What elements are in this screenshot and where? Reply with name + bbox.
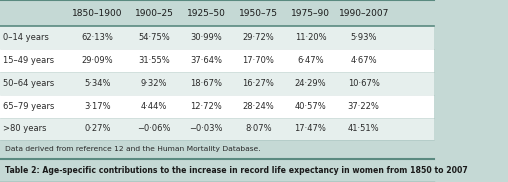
Text: 1925–50: 1925–50 <box>187 9 226 18</box>
Bar <box>0 26 434 49</box>
Text: 0·27%: 0·27% <box>84 124 111 133</box>
Text: 4·67%: 4·67% <box>351 56 377 65</box>
Bar <box>0 49 434 72</box>
Text: 18·67%: 18·67% <box>190 79 223 88</box>
Text: Table 2: Age-specific contributions to the increase in record life expectancy in: Table 2: Age-specific contributions to t… <box>5 166 468 175</box>
Text: 9·32%: 9·32% <box>141 79 168 88</box>
Bar <box>0 72 434 95</box>
Text: 10·67%: 10·67% <box>348 79 379 88</box>
Text: 17·47%: 17·47% <box>295 124 327 133</box>
Text: 30·99%: 30·99% <box>190 33 222 42</box>
Text: 6·47%: 6·47% <box>297 56 324 65</box>
Text: 41·51%: 41·51% <box>348 124 379 133</box>
Text: 1975–90: 1975–90 <box>291 9 330 18</box>
Text: 1850–1900: 1850–1900 <box>73 9 123 18</box>
Text: 5·34%: 5·34% <box>84 79 111 88</box>
Text: 29·09%: 29·09% <box>82 56 113 65</box>
Text: 16·27%: 16·27% <box>242 79 274 88</box>
Text: >80 years: >80 years <box>3 124 46 133</box>
Text: 24·29%: 24·29% <box>295 79 326 88</box>
Text: 0–14 years: 0–14 years <box>3 33 48 42</box>
Text: 4·44%: 4·44% <box>141 102 167 111</box>
Bar <box>0 159 434 182</box>
Text: 3·17%: 3·17% <box>84 102 111 111</box>
Text: 11·20%: 11·20% <box>295 33 326 42</box>
Text: 50–64 years: 50–64 years <box>3 79 54 88</box>
Text: 1990–2007: 1990–2007 <box>338 9 389 18</box>
Text: 1900–25: 1900–25 <box>135 9 174 18</box>
Text: 40·57%: 40·57% <box>295 102 326 111</box>
Text: −0·06%: −0·06% <box>137 124 171 133</box>
Text: 1950–75: 1950–75 <box>239 9 278 18</box>
Text: 65–79 years: 65–79 years <box>3 102 54 111</box>
Bar <box>0 140 434 159</box>
Text: 15–49 years: 15–49 years <box>3 56 54 65</box>
Text: 17·70%: 17·70% <box>242 56 274 65</box>
Text: Data derived from reference 12 and the Human Mortality Database.: Data derived from reference 12 and the H… <box>5 147 261 153</box>
Text: 28·24%: 28·24% <box>242 102 274 111</box>
Text: 12·72%: 12·72% <box>190 102 222 111</box>
Text: 37·22%: 37·22% <box>348 102 379 111</box>
Text: 62·13%: 62·13% <box>82 33 114 42</box>
Bar <box>0 95 434 118</box>
Bar <box>0 0 434 26</box>
Text: 29·72%: 29·72% <box>242 33 274 42</box>
Text: 37·64%: 37·64% <box>190 56 223 65</box>
Text: −0·03%: −0·03% <box>189 124 223 133</box>
Text: 5·93%: 5·93% <box>351 33 377 42</box>
Text: 54·75%: 54·75% <box>138 33 170 42</box>
Bar <box>0 118 434 140</box>
Text: 31·55%: 31·55% <box>138 56 170 65</box>
Text: 8·07%: 8·07% <box>245 124 272 133</box>
